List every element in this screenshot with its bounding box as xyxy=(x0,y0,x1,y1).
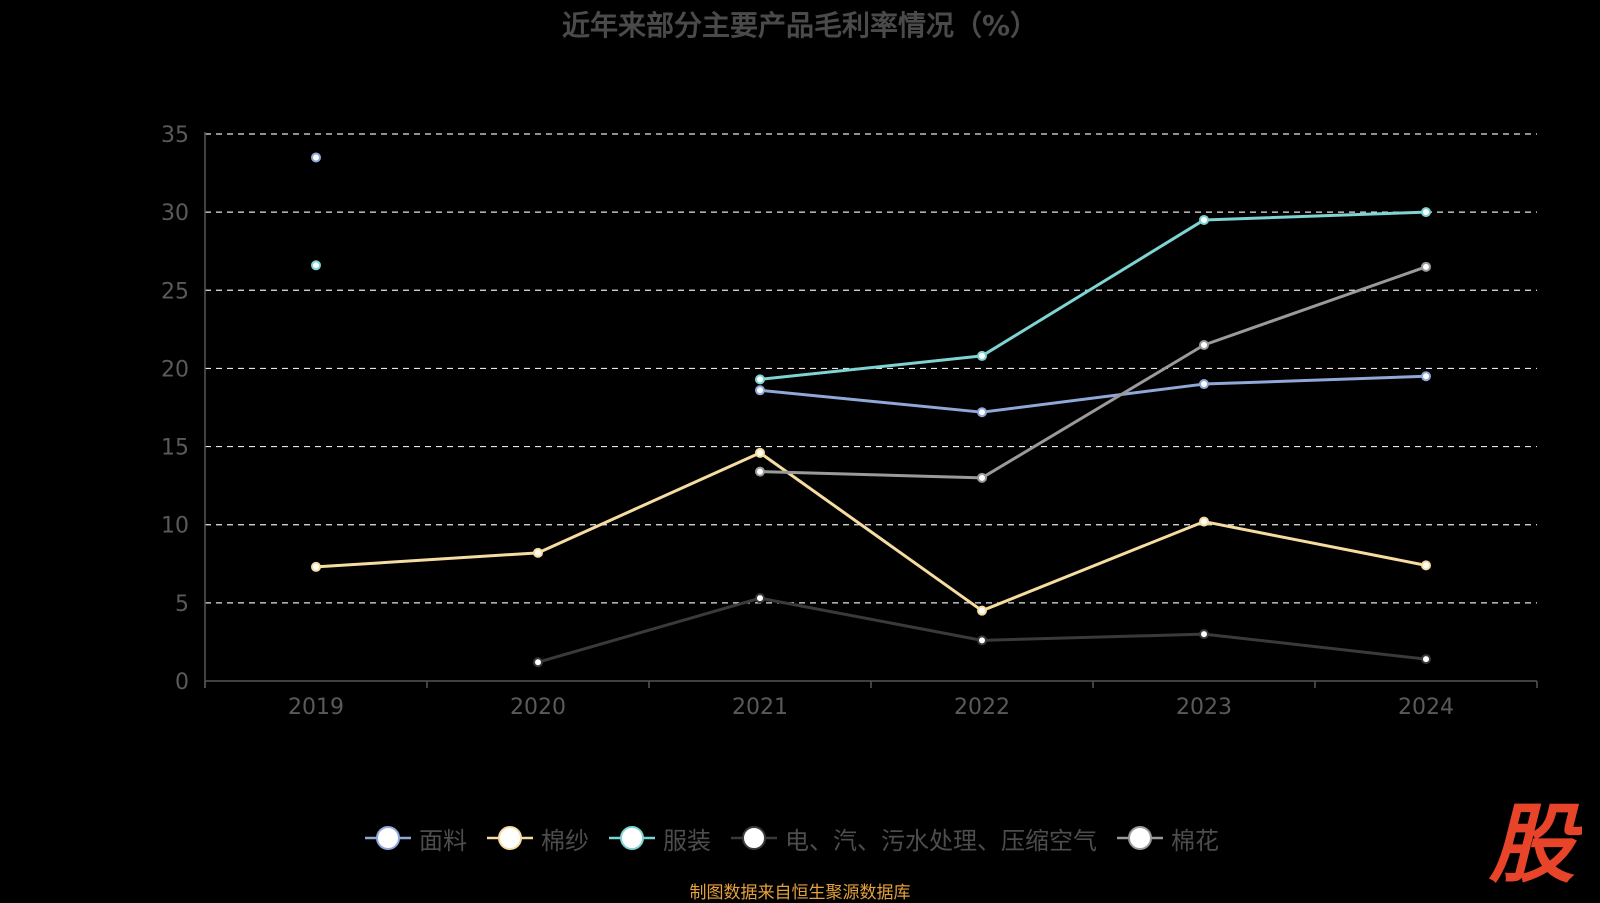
data-point-1-5 xyxy=(1421,560,1431,571)
data-point-0-5 xyxy=(1421,371,1431,382)
legend-symbol xyxy=(1117,826,1163,850)
data-point-2-3 xyxy=(977,350,987,361)
data-point-3-4 xyxy=(1199,629,1209,640)
logo-text: 股 xyxy=(1488,796,1582,888)
series-line-2 xyxy=(759,210,1427,381)
y-tick-label: 30 xyxy=(161,201,189,226)
y-tick-label: 35 xyxy=(161,123,189,148)
data-point-0-3 xyxy=(977,407,987,418)
data-point-1-4 xyxy=(1199,516,1209,527)
data-point-4-4 xyxy=(1199,339,1209,350)
data-point-1-0 xyxy=(311,561,321,572)
data-point-1-3 xyxy=(977,605,987,616)
data-point-3-2 xyxy=(755,593,765,604)
data-point-1-1 xyxy=(533,547,543,558)
legend-item[interactable]: 电、汽、污水处理、压缩空气 xyxy=(729,818,1097,858)
x-tick-label: 2024 xyxy=(1398,695,1454,720)
y-tick-label: 10 xyxy=(161,514,189,539)
legend-label: 面料 xyxy=(419,826,467,855)
data-point-4-2 xyxy=(755,466,765,477)
y-tick-label: 0 xyxy=(175,670,189,695)
data-point-4-3 xyxy=(977,472,987,483)
legend-label: 棉花 xyxy=(1171,826,1219,855)
data-point-3-1 xyxy=(533,657,543,668)
data-point-4-5 xyxy=(1421,261,1431,272)
legend-label: 棉纱 xyxy=(541,826,589,855)
data-point-0-4 xyxy=(1199,379,1209,390)
source-note: 制图数据来自恒生聚源数据库 xyxy=(689,883,911,903)
chart-title: 近年来部分主要产品毛利率情况（%） xyxy=(561,9,1039,42)
legend-symbol xyxy=(609,826,655,850)
data-point-2-5 xyxy=(1421,207,1431,218)
y-tick-label: 5 xyxy=(175,592,189,617)
legend-symbol xyxy=(731,826,777,850)
x-tick-label: 2019 xyxy=(288,695,344,720)
x-tick-label: 2023 xyxy=(1176,695,1232,720)
legend-label: 服装 xyxy=(663,826,711,855)
x-tick-label: 2021 xyxy=(732,695,788,720)
data-point-3-3 xyxy=(977,635,987,646)
series-line-4 xyxy=(759,265,1427,480)
data-point-2-2 xyxy=(755,374,765,385)
logo-stamp: 股 xyxy=(1488,796,1582,888)
x-tick-label: 2020 xyxy=(510,695,566,720)
data-point-2-0 xyxy=(311,260,321,271)
y-tick-label: 25 xyxy=(161,279,189,304)
legend-symbol xyxy=(365,826,411,850)
y-tick-label: 15 xyxy=(161,436,189,461)
y-tick-label: 20 xyxy=(161,357,189,382)
legend-item[interactable]: 棉纱 xyxy=(485,818,589,858)
data-point-1-2 xyxy=(755,447,765,458)
series-line-1 xyxy=(315,451,1427,613)
legend-label: 电、汽、污水处理、压缩空气 xyxy=(785,826,1097,855)
data-point-3-5 xyxy=(1421,654,1431,665)
data-point-0-0 xyxy=(311,152,321,163)
legend-item[interactable]: 面料 xyxy=(363,818,467,858)
legend-item[interactable]: 服装 xyxy=(607,818,711,858)
x-tick-label: 2022 xyxy=(954,695,1010,720)
data-point-2-4 xyxy=(1199,214,1209,225)
series-line-0 xyxy=(759,374,1427,414)
legend-symbol xyxy=(487,826,533,850)
data-point-0-2 xyxy=(755,385,765,396)
legend-item[interactable]: 棉花 xyxy=(1115,818,1219,858)
legend: 面料 棉纱 服装 电、汽、污水处理、压缩空气 棉花 xyxy=(0,818,1600,858)
